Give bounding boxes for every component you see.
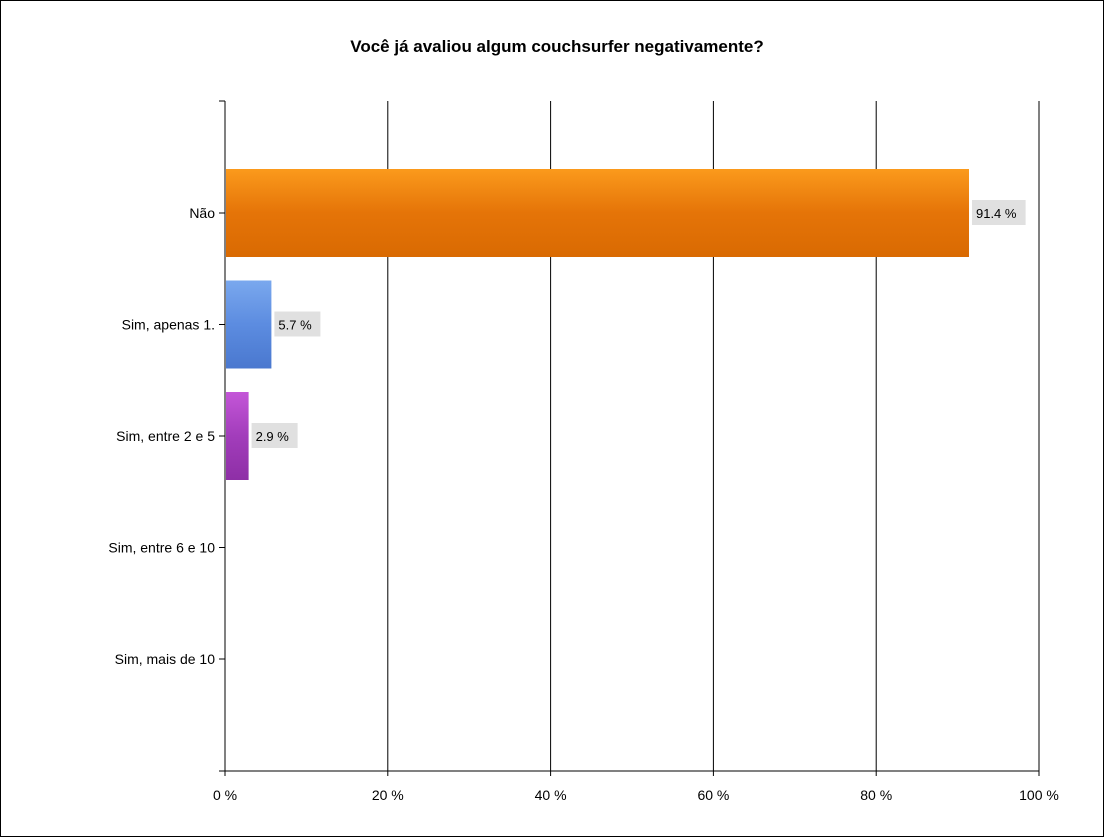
x-tick-label: 60 %: [697, 787, 729, 803]
y-tick-label: Sim, entre 6 e 10: [108, 540, 215, 556]
bars: [226, 169, 969, 480]
bar: [226, 280, 272, 369]
data-label: 5.7 %: [278, 318, 312, 333]
axes: 0 % 20 % 40 % 60 % 80 % 100 % Não Sim, apenas 1…: [108, 100, 1059, 803]
y-tick-label: Não: [189, 205, 215, 221]
chart-title: Você já avaliou algum couchsurfer negati…: [350, 37, 763, 56]
x-tick-label: 40 %: [535, 787, 567, 803]
y-tick-label: Sim, mais de 10: [115, 651, 216, 667]
data-label-background: [251, 423, 298, 448]
data-label: 91.4 %: [976, 206, 1017, 221]
data-labels: 91.4 % 5.7 % 2.9 %: [251, 200, 1026, 448]
bar: [226, 392, 249, 480]
x-tick-label: 0 %: [213, 787, 237, 803]
bar: [226, 169, 969, 257]
data-label: 2.9 %: [256, 429, 290, 444]
x-tick-label: 80 %: [860, 787, 892, 803]
x-tick-label: 20 %: [372, 787, 404, 803]
y-tick-label: Sim, entre 2 e 5: [116, 428, 215, 444]
x-tick-label: 100 %: [1019, 787, 1059, 803]
data-label-background: [274, 311, 321, 337]
y-tick-label: Sim, apenas 1.: [122, 317, 215, 333]
data-label-background: [971, 200, 1026, 225]
